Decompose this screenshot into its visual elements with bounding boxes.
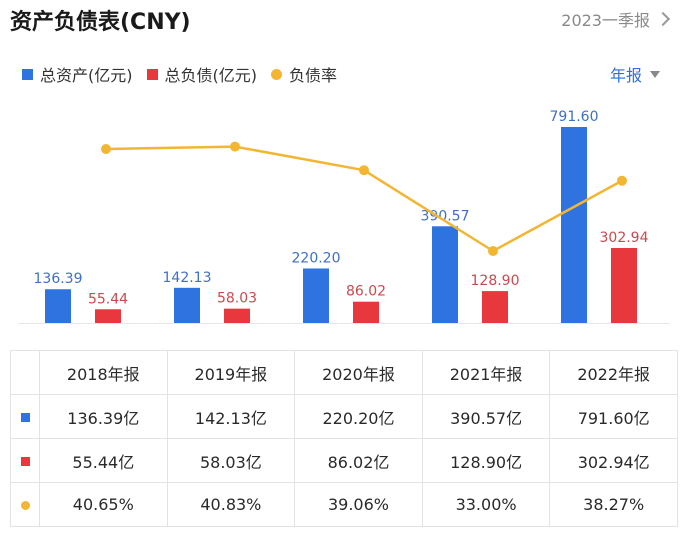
bar-assets [561, 127, 587, 323]
data-label-assets: 142.13 [163, 270, 212, 286]
table-cell: 40.83% [166, 482, 296, 527]
legend-item-assets: 总资产(亿元) [22, 62, 133, 86]
table-header-cell: 2019年报 [166, 350, 296, 395]
data-label-liabilities: 58.03 [217, 291, 257, 307]
table-cell: 33.00% [421, 482, 551, 527]
table-cell: 38.27% [549, 482, 678, 527]
row-marker-assets [10, 394, 40, 439]
table-cell: 390.57亿 [421, 394, 551, 439]
table-corner-cell [10, 350, 40, 395]
period-type-label: 年报 [609, 66, 642, 85]
table-header-cell: 2020年报 [294, 350, 423, 395]
legend-swatch-assets [22, 68, 33, 80]
legend-swatch-liabilities [146, 68, 158, 80]
table-cell: 302.94亿 [549, 438, 678, 483]
table-row-assets: 136.39亿 142.13亿 220.20亿 390.57亿 791.60亿 [10, 394, 678, 439]
data-label-liabilities: 86.02 [346, 284, 386, 300]
table-header-row: 2018年报 2019年报 2020年报 2021年报 2022年报 [10, 350, 678, 395]
balance-sheet-chart: 136.3955.44142.1358.03220.2086.02390.571… [18, 109, 670, 324]
ratio-marker-icon [20, 501, 30, 510]
data-label-liabilities: 128.90 [471, 273, 520, 289]
bar-liabilities [611, 247, 637, 323]
bar-assets [174, 287, 200, 323]
ratio-line [105, 145, 623, 253]
table-cell: 39.06% [294, 482, 423, 527]
chart-legend: 总资产(亿元) 总负债(亿元) 负债率 [22, 62, 351, 86]
table-row-liabilities: 55.44亿 58.03亿 86.02亿 128.90亿 302.94亿 [10, 438, 678, 483]
legend-swatch-ratio [271, 68, 282, 80]
table-cell: 58.03亿 [166, 438, 296, 483]
row-marker-ratio [10, 482, 40, 527]
bar-liabilities [353, 301, 379, 323]
data-label-liabilities: 55.44 [88, 291, 128, 307]
bar-liabilities [95, 309, 121, 323]
bar-assets [45, 289, 71, 323]
chevron-right-icon [655, 11, 671, 27]
bar-liabilities [224, 308, 250, 323]
period-type-dropdown[interactable]: 年报 [610, 62, 660, 86]
bar-assets [303, 268, 329, 323]
data-label-assets: 791.60 [550, 109, 599, 125]
legend-label-assets: 总资产(亿元) [40, 66, 133, 85]
table-header-cell: 2018年报 [39, 350, 168, 395]
ratio-point [488, 246, 498, 256]
table-cell: 791.60亿 [549, 394, 678, 439]
row-marker-liabilities [10, 438, 40, 483]
table-cell: 136.39亿 [39, 394, 168, 439]
table-header-cell: 2021年报 [421, 350, 551, 395]
ratio-point [101, 144, 111, 154]
report-period-label: 2023一季报 [561, 11, 650, 30]
table-cell: 86.02亿 [294, 438, 423, 483]
table-cell: 128.90亿 [421, 438, 551, 483]
legend-item-ratio: 负债率 [271, 62, 337, 86]
ratio-point [617, 175, 627, 186]
table-cell: 55.44亿 [39, 438, 168, 483]
assets-marker-icon [20, 413, 30, 422]
table-row-ratio: 40.65% 40.83% 39.06% 33.00% 38.27% [10, 482, 678, 527]
table-header-cell: 2022年报 [549, 350, 678, 395]
report-period-link[interactable]: 2023一季报 [561, 7, 671, 31]
page-title: 资产负债表(CNY) [10, 10, 191, 35]
table-cell: 142.13亿 [166, 394, 296, 439]
bar-assets [432, 226, 458, 323]
ratio-point [230, 141, 240, 152]
data-table: 2018年报 2019年报 2020年报 2021年报 2022年报 136.3… [10, 350, 678, 527]
legend-item-liabilities: 总负债(亿元) [146, 62, 258, 86]
data-label-assets: 136.39 [34, 271, 83, 287]
data-label-assets: 220.20 [292, 250, 341, 266]
header: 资产负债表(CNY) 2023一季报 [0, 0, 690, 40]
bar-liabilities [482, 291, 508, 323]
table-cell: 40.65% [39, 482, 168, 527]
data-label-liabilities: 302.94 [600, 230, 649, 246]
legend-label-liabilities: 总负债(亿元) [164, 66, 258, 85]
triangle-down-icon [650, 70, 660, 78]
liabilities-marker-icon [20, 457, 30, 466]
table-cell: 220.20亿 [294, 394, 423, 439]
legend-label-ratio: 负债率 [289, 66, 338, 85]
ratio-point [359, 165, 369, 176]
